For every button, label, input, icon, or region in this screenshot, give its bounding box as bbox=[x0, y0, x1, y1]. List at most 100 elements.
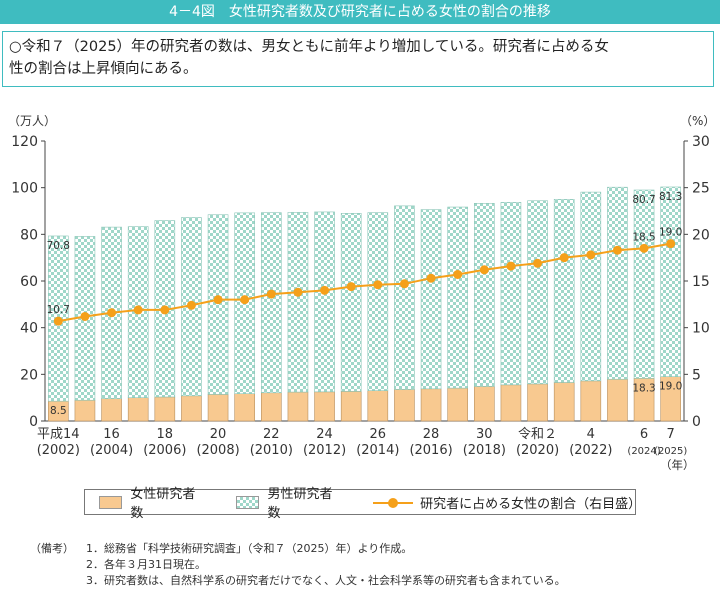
ratio-point bbox=[533, 258, 543, 268]
female-bar bbox=[607, 378, 628, 422]
note-row-2: 2． 各年３月31日現在。 bbox=[30, 557, 566, 573]
female-bar bbox=[314, 391, 335, 422]
female-bar bbox=[154, 396, 176, 422]
left-tick-label: 0 bbox=[29, 414, 38, 430]
male-bar bbox=[367, 212, 389, 391]
summary-box: ○令和７（2025）年の研究者の数は、男女ともに前年より増加している。研究者に占… bbox=[2, 31, 714, 87]
ratio-point bbox=[666, 239, 676, 249]
note-num: 1． bbox=[86, 542, 104, 555]
ratio-polyline bbox=[58, 242, 671, 323]
ratio-point bbox=[320, 285, 330, 295]
left-tick-label: 120 bbox=[11, 134, 38, 150]
bars bbox=[48, 186, 681, 422]
x-tick-era: 令和２ bbox=[518, 427, 557, 442]
x-tick-year: (2004) bbox=[90, 443, 133, 458]
female-bar bbox=[207, 394, 229, 422]
right-tick-label: 20 bbox=[692, 227, 710, 243]
ratio-point bbox=[453, 269, 463, 279]
male-bar bbox=[580, 191, 602, 382]
note-text: 各年３月31日現在。 bbox=[104, 558, 206, 571]
notes: （備考） 1． 総務省「科学技術研究調査」（令和７（2025）年）より作成。 2… bbox=[30, 541, 566, 589]
legend-ratio-label: 研究者に占める女性の割合（右目盛） bbox=[420, 496, 642, 512]
right-tick-label: 10 bbox=[692, 321, 710, 337]
female-bar bbox=[527, 383, 548, 422]
female-bar bbox=[367, 390, 389, 422]
female-bar bbox=[340, 391, 362, 422]
x-tick-era: 26 bbox=[370, 427, 387, 442]
legend-male-label: 男性研究者数 bbox=[267, 487, 333, 521]
chart-area: （万人） （%） 0 20 40 60 80 100 120 0 5 10 15 20 25 30 70.… bbox=[8, 114, 715, 472]
x-tick-era: 4 bbox=[587, 427, 595, 442]
female-bar bbox=[127, 397, 149, 422]
right-tick-label: 0 bbox=[692, 414, 701, 430]
ratio-line bbox=[53, 239, 676, 326]
left-axis-unit: （万人） bbox=[8, 114, 56, 128]
data-label: 18.3 bbox=[632, 382, 655, 394]
x-tick-year: (2012) bbox=[303, 443, 346, 458]
male-bar bbox=[340, 213, 362, 392]
axes: 0 20 40 60 80 100 120 0 5 10 15 20 25 30 bbox=[11, 134, 710, 430]
female-bar bbox=[261, 392, 282, 422]
data-label: 8.5 bbox=[50, 405, 67, 417]
ratio-point bbox=[639, 243, 649, 253]
male-bar bbox=[207, 214, 229, 395]
x-tick-year: (2022) bbox=[569, 443, 612, 458]
x-tick-year: (2006) bbox=[143, 443, 186, 458]
left-tick-label: 40 bbox=[20, 321, 38, 337]
legend-male: 男性研究者数 bbox=[236, 483, 343, 521]
ratio-point bbox=[186, 300, 196, 310]
x-tick-year: (2014) bbox=[356, 443, 399, 458]
male-bar bbox=[553, 199, 575, 383]
ratio-point bbox=[612, 245, 622, 255]
x-tick-era: 30 bbox=[476, 427, 493, 442]
female-bar bbox=[580, 380, 602, 422]
note-text: 総務省「科学技術研究調査」（令和７（2025）年）より作成。 bbox=[104, 542, 413, 555]
ratio-point bbox=[133, 305, 143, 315]
legend: 女性研究者数 男性研究者数 研究者に占める女性の割合（右目盛） bbox=[84, 487, 642, 521]
ratio-point bbox=[346, 282, 356, 292]
data-label: 19.0 bbox=[659, 381, 682, 393]
right-tick-label: 5 bbox=[692, 367, 701, 383]
note-row-1: （備考） 1． 総務省「科学技術研究調査」（令和７（2025）年）より作成。 bbox=[30, 541, 566, 557]
x-tick-labels: 平成14(2002)16(2004)18(2006)20(2008)22(201… bbox=[37, 427, 688, 458]
note-num: 3． bbox=[86, 574, 104, 587]
x-tick-era: 18 bbox=[157, 427, 174, 442]
female-bar bbox=[553, 382, 575, 422]
right-tick-label: 30 bbox=[692, 134, 710, 150]
female-bar bbox=[74, 399, 96, 422]
ratio-point bbox=[506, 261, 516, 271]
female-bar bbox=[394, 389, 415, 422]
x-tick-era: 平成14 bbox=[37, 427, 80, 442]
right-axis-unit: （%） bbox=[680, 114, 715, 128]
right-tick-label: 15 bbox=[692, 274, 710, 290]
legend-female-label: 女性研究者数 bbox=[130, 487, 196, 521]
note-num: 2． bbox=[86, 558, 104, 571]
x-tick-era: 6 bbox=[640, 427, 648, 442]
x-tick-year: (2020) bbox=[516, 443, 559, 458]
summary-line-2: 性の割合は上昇傾向にある。 bbox=[9, 61, 198, 77]
ratio-point bbox=[426, 273, 436, 283]
left-tick-label: 20 bbox=[20, 367, 38, 383]
x-tick-year: (2025) bbox=[654, 446, 687, 457]
x-tick-year: (2002) bbox=[37, 443, 80, 458]
ratio-point bbox=[107, 308, 117, 318]
ratio-point bbox=[80, 311, 90, 321]
figure-title: 4－4図 女性研究者数及び研究者に占める女性の割合の推移 bbox=[0, 0, 720, 24]
x-tick-year: (2024) bbox=[627, 446, 660, 457]
x-tick-year: (2016) bbox=[409, 443, 452, 458]
x-tick-era: 22 bbox=[263, 427, 280, 442]
male-bar bbox=[261, 212, 282, 394]
legend-female: 女性研究者数 bbox=[99, 483, 206, 521]
female-bar bbox=[420, 388, 442, 422]
female-bar bbox=[181, 395, 202, 422]
female-bar bbox=[447, 387, 468, 422]
x-tick-era: 7 bbox=[667, 427, 675, 442]
male-bar bbox=[474, 203, 495, 387]
data-label: 18.5 bbox=[632, 231, 655, 243]
data-label: 81.3 bbox=[659, 191, 682, 203]
female-bar bbox=[287, 391, 309, 422]
female-bar bbox=[474, 386, 495, 422]
summary-line-1: ○令和７（2025）年の研究者の数は、男女ともに前年より増加している。研究者に占… bbox=[9, 39, 609, 55]
x-tick-era: 28 bbox=[423, 427, 440, 442]
female-bar bbox=[101, 398, 122, 422]
